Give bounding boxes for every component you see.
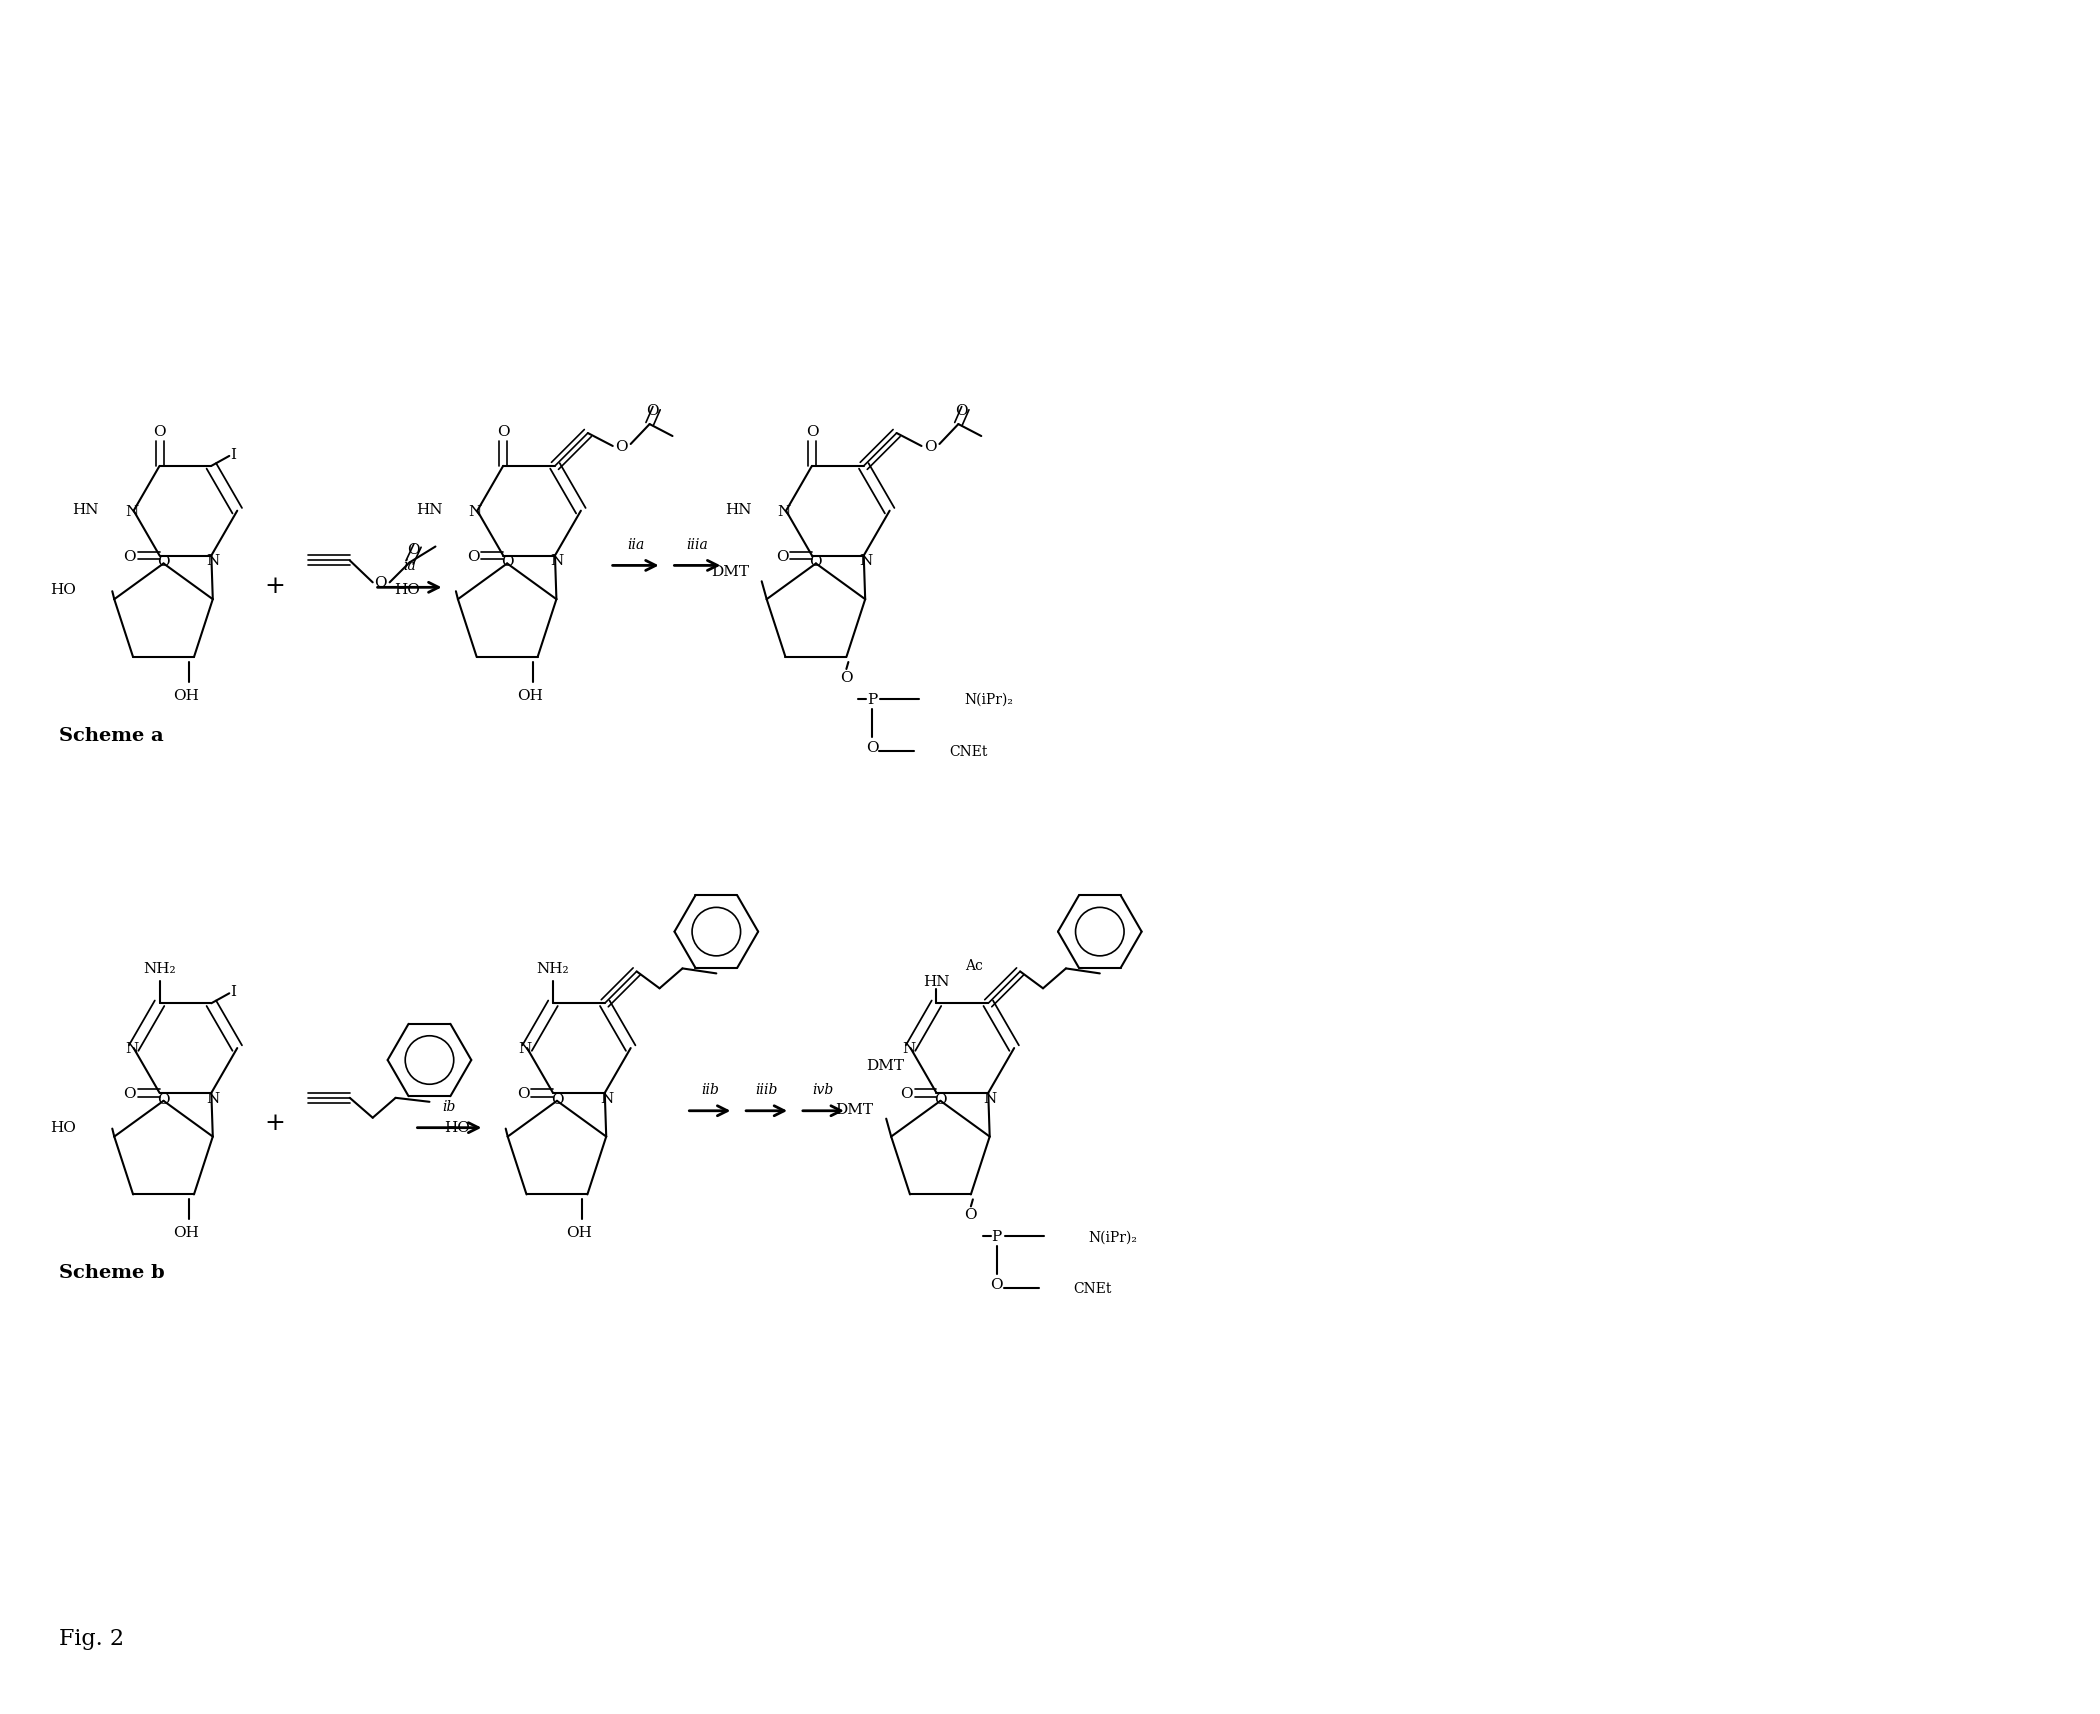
Text: ib: ib <box>443 1099 456 1112</box>
Text: O: O <box>153 425 166 439</box>
Text: DMT: DMT <box>710 566 750 579</box>
Text: iiia: iiia <box>687 536 708 552</box>
Text: N: N <box>550 554 563 567</box>
Text: HN: HN <box>724 502 752 516</box>
Text: N: N <box>777 504 792 518</box>
Text: O: O <box>811 555 823 569</box>
Text: O: O <box>865 740 878 754</box>
Text: O: O <box>840 670 853 684</box>
Text: O: O <box>550 1092 563 1106</box>
Text: HN: HN <box>416 502 443 516</box>
Text: +: + <box>265 1112 286 1135</box>
Text: O: O <box>615 440 628 454</box>
Text: N: N <box>901 1042 916 1056</box>
Text: NH₂: NH₂ <box>538 962 569 975</box>
Text: N: N <box>206 1092 220 1106</box>
Text: O: O <box>991 1277 1004 1291</box>
Text: O: O <box>407 542 420 555</box>
Text: I: I <box>231 447 237 461</box>
Text: CNEt: CNEt <box>949 744 987 758</box>
Text: O: O <box>647 405 659 418</box>
Text: O: O <box>901 1087 914 1100</box>
Text: HN: HN <box>71 502 99 516</box>
Text: N: N <box>126 1042 139 1056</box>
Text: I: I <box>231 986 237 999</box>
Text: N: N <box>601 1092 613 1106</box>
Text: O: O <box>956 405 968 418</box>
Text: HN: HN <box>924 975 949 989</box>
Text: OH: OH <box>172 1226 200 1239</box>
Text: CNEt: CNEt <box>1073 1280 1111 1296</box>
Text: O: O <box>964 1208 977 1222</box>
Text: NH₂: NH₂ <box>143 962 176 975</box>
Text: O: O <box>498 425 510 439</box>
Text: O: O <box>124 548 136 564</box>
Text: N(iPr)₂: N(iPr)₂ <box>964 692 1012 706</box>
Text: N(iPr)₂: N(iPr)₂ <box>1088 1229 1138 1243</box>
Text: O: O <box>517 1087 529 1100</box>
Text: N: N <box>126 504 139 518</box>
Text: Scheme a: Scheme a <box>59 727 164 744</box>
Text: HO: HO <box>50 583 76 596</box>
Text: O: O <box>502 555 514 569</box>
Text: iib: iib <box>701 1082 718 1097</box>
Text: N: N <box>206 554 220 567</box>
Text: P: P <box>991 1229 1002 1243</box>
Text: Scheme b: Scheme b <box>59 1263 164 1282</box>
Text: OH: OH <box>567 1226 592 1239</box>
Text: O: O <box>934 1092 947 1106</box>
Text: P: P <box>867 692 878 706</box>
Text: O: O <box>158 1092 170 1106</box>
Text: Fig. 2: Fig. 2 <box>59 1627 124 1649</box>
Text: O: O <box>806 425 819 439</box>
Text: ia: ia <box>403 559 416 572</box>
Text: DMT: DMT <box>867 1058 905 1073</box>
Text: +: + <box>265 574 286 598</box>
Text: O: O <box>374 576 386 590</box>
Text: OH: OH <box>517 689 542 703</box>
Text: HO: HO <box>50 1119 76 1135</box>
Text: iia: iia <box>628 536 645 552</box>
Text: N: N <box>519 1042 531 1056</box>
Text: ivb: ivb <box>813 1082 834 1097</box>
Text: N: N <box>468 504 481 518</box>
Text: HO: HO <box>395 583 420 596</box>
Text: OH: OH <box>172 689 200 703</box>
Text: O: O <box>158 555 170 569</box>
Text: O: O <box>124 1087 136 1100</box>
Text: Ac: Ac <box>966 958 983 974</box>
Text: HO: HO <box>443 1119 470 1135</box>
Text: O: O <box>466 548 479 564</box>
Text: N: N <box>983 1092 998 1106</box>
Text: DMT: DMT <box>836 1102 874 1116</box>
Text: O: O <box>775 548 788 564</box>
Text: N: N <box>859 554 872 567</box>
Text: iiib: iiib <box>756 1082 777 1097</box>
Text: O: O <box>924 440 937 454</box>
